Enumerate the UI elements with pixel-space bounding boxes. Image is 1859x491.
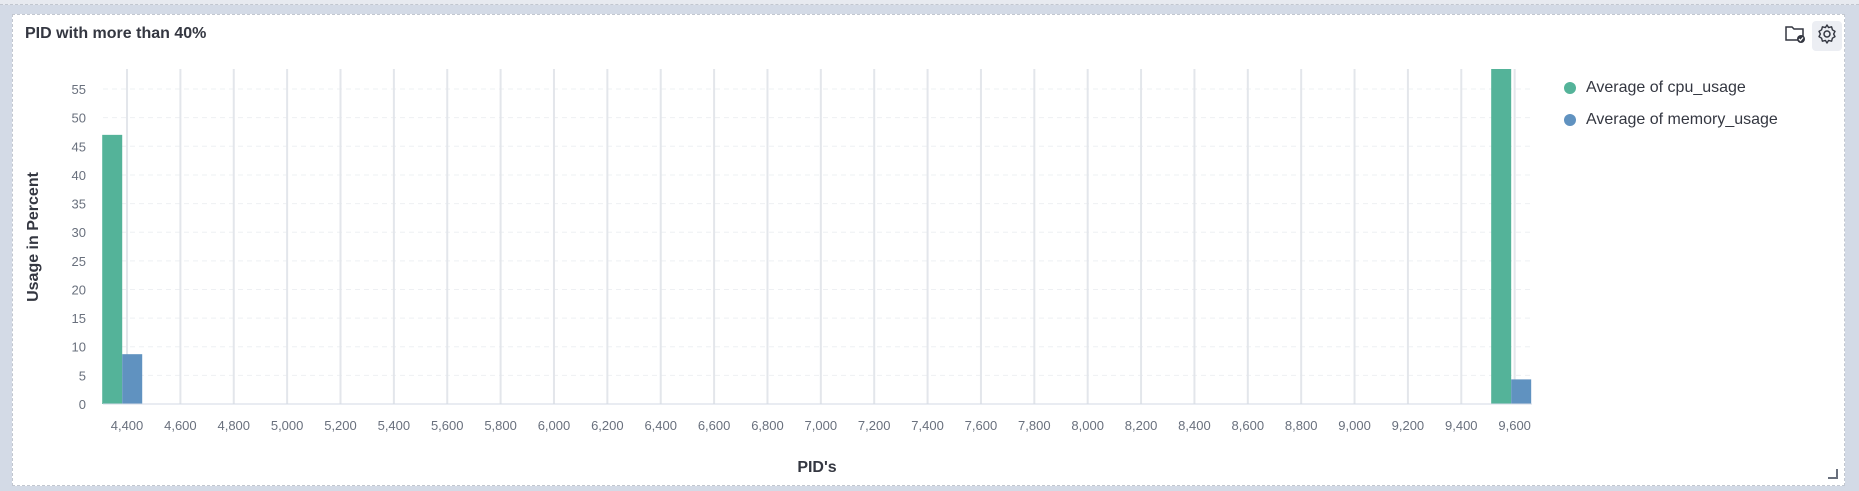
y-tick-label: 0: [79, 397, 86, 412]
x-tick-label: 9,600: [1498, 418, 1531, 433]
x-tick-label: 8,000: [1071, 418, 1104, 433]
y-tick-label: 50: [72, 111, 86, 126]
x-tick-label: 5,200: [324, 418, 357, 433]
y-axis-title: Usage in Percent: [25, 171, 42, 302]
panel-resize-handle[interactable]: [1828, 469, 1838, 479]
x-tick-label: 7,800: [1018, 418, 1051, 433]
y-tick-label: 45: [72, 139, 86, 154]
x-tick-label: 6,000: [538, 418, 571, 433]
x-tick-label: 5,400: [378, 418, 411, 433]
x-tick-label: 7,400: [911, 418, 944, 433]
x-axis-title: PID's: [797, 459, 836, 476]
legend-item-cpu[interactable]: Average of cpu_usage: [1564, 72, 1778, 104]
x-tick-label: 6,200: [591, 418, 624, 433]
legend-swatch-cpu: [1564, 82, 1576, 94]
gear-icon: [1816, 23, 1838, 50]
y-tick-label: 40: [72, 168, 86, 183]
folder-check-icon: [1784, 24, 1806, 49]
panel-title: PID with more than 40%: [25, 25, 207, 42]
bar-memory: [122, 354, 143, 404]
dashboard-top-edge: [0, 0, 1859, 5]
x-tick-label: 4,600: [164, 418, 197, 433]
x-tick-label: 8,800: [1285, 418, 1318, 433]
x-tick-label: 8,400: [1178, 418, 1211, 433]
legend-label-cpu: Average of cpu_usage: [1586, 79, 1746, 96]
bar-memory: [1511, 379, 1532, 404]
x-tick-label: 6,600: [698, 418, 731, 433]
bar-cpu: [1491, 69, 1512, 404]
panel-settings-button[interactable]: [1812, 21, 1842, 51]
legend-label-memory: Average of memory_usage: [1586, 111, 1778, 128]
x-tick-label: 7,000: [805, 418, 838, 433]
x-tick-label: 7,200: [858, 418, 891, 433]
x-tick-label: 4,400: [111, 418, 144, 433]
y-tick-label: 30: [72, 225, 86, 240]
y-tick-label: 5: [79, 368, 86, 383]
x-tick-label: 5,000: [271, 418, 304, 433]
x-tick-label: 4,800: [217, 418, 250, 433]
y-tick-label: 55: [72, 82, 86, 97]
x-tick-label: 6,800: [751, 418, 784, 433]
y-tick-label: 10: [72, 340, 86, 355]
x-tick-label: 6,400: [644, 418, 677, 433]
y-tick-label: 35: [72, 197, 86, 212]
y-tick-label: 25: [72, 254, 86, 269]
x-tick-label: 9,200: [1392, 418, 1425, 433]
y-tick-label: 15: [72, 311, 86, 326]
x-tick-label: 9,000: [1338, 418, 1371, 433]
y-tick-label: 20: [72, 282, 86, 297]
legend-item-memory[interactable]: Average of memory_usage: [1564, 104, 1778, 136]
legend-swatch-memory: [1564, 114, 1576, 126]
x-tick-label: 9,400: [1445, 418, 1478, 433]
x-tick-label: 7,600: [965, 418, 998, 433]
x-tick-label: 5,600: [431, 418, 464, 433]
folder-check-button[interactable]: [1780, 21, 1810, 51]
x-tick-label: 8,200: [1125, 418, 1158, 433]
bar-cpu: [102, 134, 123, 404]
chart-legend: Average of cpu_usage Average of memory_u…: [1564, 72, 1778, 136]
x-tick-label: 8,600: [1232, 418, 1265, 433]
x-tick-label: 5,800: [484, 418, 517, 433]
